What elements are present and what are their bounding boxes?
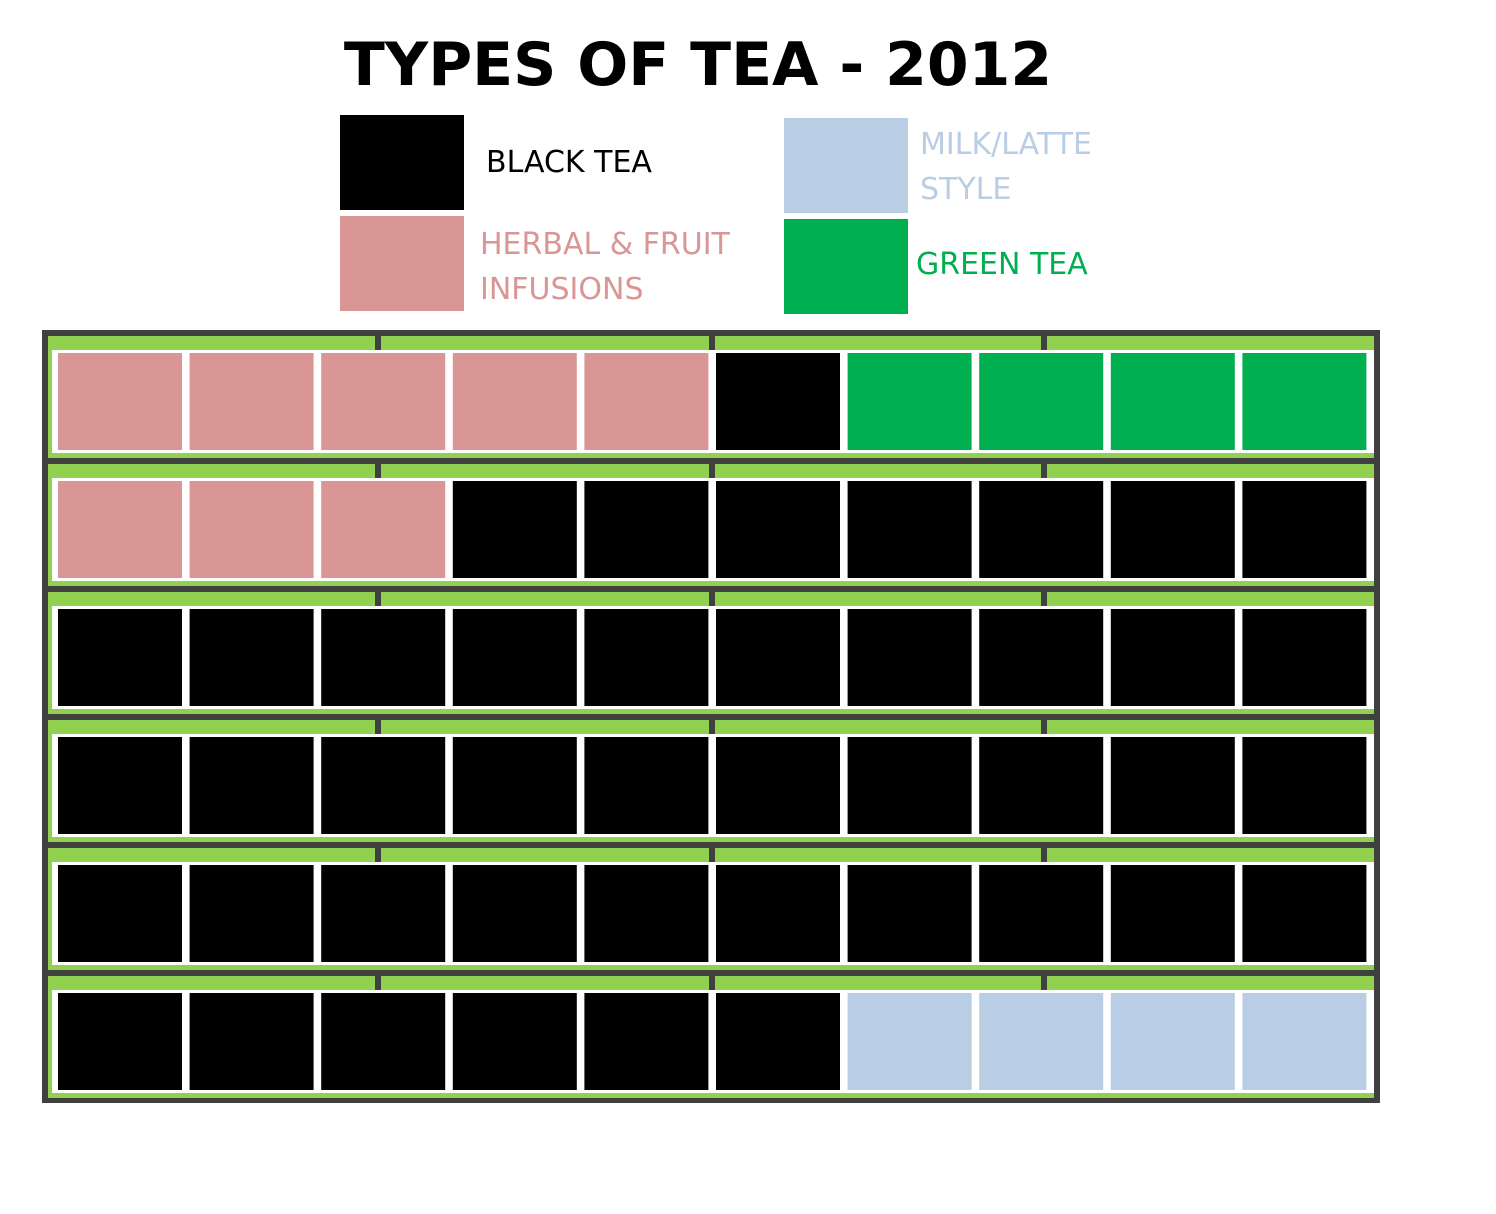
waffle-cell <box>321 993 446 1090</box>
waffle-cell <box>321 353 446 450</box>
band-divider <box>1041 336 1047 350</box>
legend-swatch <box>340 216 464 311</box>
waffle-cell <box>979 737 1104 834</box>
waffle-cell <box>58 993 182 1090</box>
band-divider <box>1041 848 1047 862</box>
waffle-cell <box>1110 865 1235 962</box>
waffle-cell <box>979 993 1104 1090</box>
waffle-cell <box>847 353 972 450</box>
waffle-cell <box>452 993 577 1090</box>
waffle-cell <box>716 993 840 1090</box>
band-divider <box>1041 464 1047 478</box>
band-divider <box>709 336 715 350</box>
band-divider <box>375 720 381 734</box>
waffle-cell <box>452 609 577 706</box>
waffle-cell <box>58 481 182 578</box>
frame <box>42 330 1380 1103</box>
waffle-cell <box>584 993 709 1090</box>
band-divider <box>375 592 381 606</box>
waffle-cell <box>584 865 709 962</box>
band-divider <box>1041 720 1047 734</box>
waffle-cell <box>1110 481 1235 578</box>
waffle-cell <box>1242 609 1367 706</box>
legend-swatch <box>340 115 464 210</box>
waffle-cell <box>189 353 314 450</box>
waffle-cell <box>979 481 1104 578</box>
waffle-cell <box>58 737 182 834</box>
waffle-cell <box>452 353 577 450</box>
waffle-cell <box>979 865 1104 962</box>
waffle-cell <box>1242 993 1367 1090</box>
band-divider <box>709 464 715 478</box>
band-divider <box>375 464 381 478</box>
waffle-cell <box>452 865 577 962</box>
waffle-cell <box>716 737 840 834</box>
waffle-cell <box>1242 865 1367 962</box>
band-divider <box>709 976 715 990</box>
waffle-cell <box>584 353 709 450</box>
band-divider <box>709 848 715 862</box>
legend-label: HERBAL & FRUIT INFUSIONS <box>480 227 730 307</box>
legend-swatch <box>784 118 908 213</box>
waffle-cell <box>321 737 446 834</box>
waffle-cell <box>189 993 314 1090</box>
waffle-cell <box>847 993 972 1090</box>
waffle-cell <box>847 865 972 962</box>
waffle-cell <box>979 609 1104 706</box>
chart-title: TYPES OF TEA - 2012 <box>343 30 1053 100</box>
waffle-cell <box>189 481 314 578</box>
waffle-cell <box>1110 609 1235 706</box>
waffle-cell <box>1110 737 1235 834</box>
waffle-cell <box>58 353 182 450</box>
waffle-cell <box>1242 353 1367 450</box>
waffle-cell <box>584 481 709 578</box>
waffle-cell <box>716 481 840 578</box>
waffle-cell <box>847 737 972 834</box>
waffle-cell <box>452 737 577 834</box>
legend-label: GREEN TEA <box>916 247 1088 282</box>
band-divider <box>375 336 381 350</box>
waffle-cell <box>452 481 577 578</box>
waffle-cell <box>1110 993 1235 1090</box>
waffle-cell <box>847 481 972 578</box>
legend-label: MILK/LATTE STYLE <box>920 127 1092 207</box>
waffle-cell <box>584 609 709 706</box>
legend-label: BLACK TEA <box>486 145 652 180</box>
waffle-cell <box>58 609 182 706</box>
waffle-cell <box>189 737 314 834</box>
waffle-cell <box>321 609 446 706</box>
band-divider <box>1041 592 1047 606</box>
waffle-cell <box>1242 481 1367 578</box>
legend-swatch <box>784 219 908 314</box>
waffle-cell <box>584 737 709 834</box>
waffle-cell <box>716 609 840 706</box>
waffle-cell <box>1110 353 1235 450</box>
waffle-cell <box>716 353 840 450</box>
waffle-cell <box>1242 737 1367 834</box>
waffle-cell <box>321 865 446 962</box>
band-divider <box>1041 976 1047 990</box>
waffle-cell <box>58 865 182 962</box>
waffle-cell <box>321 481 446 578</box>
waffle-cell <box>189 865 314 962</box>
waffle-cell <box>716 865 840 962</box>
waffle-cell <box>847 609 972 706</box>
waffle-cell <box>979 353 1104 450</box>
waffle-cell <box>189 609 314 706</box>
band-divider <box>709 720 715 734</box>
band-divider <box>375 848 381 862</box>
band-divider <box>709 592 715 606</box>
band-divider <box>375 976 381 990</box>
